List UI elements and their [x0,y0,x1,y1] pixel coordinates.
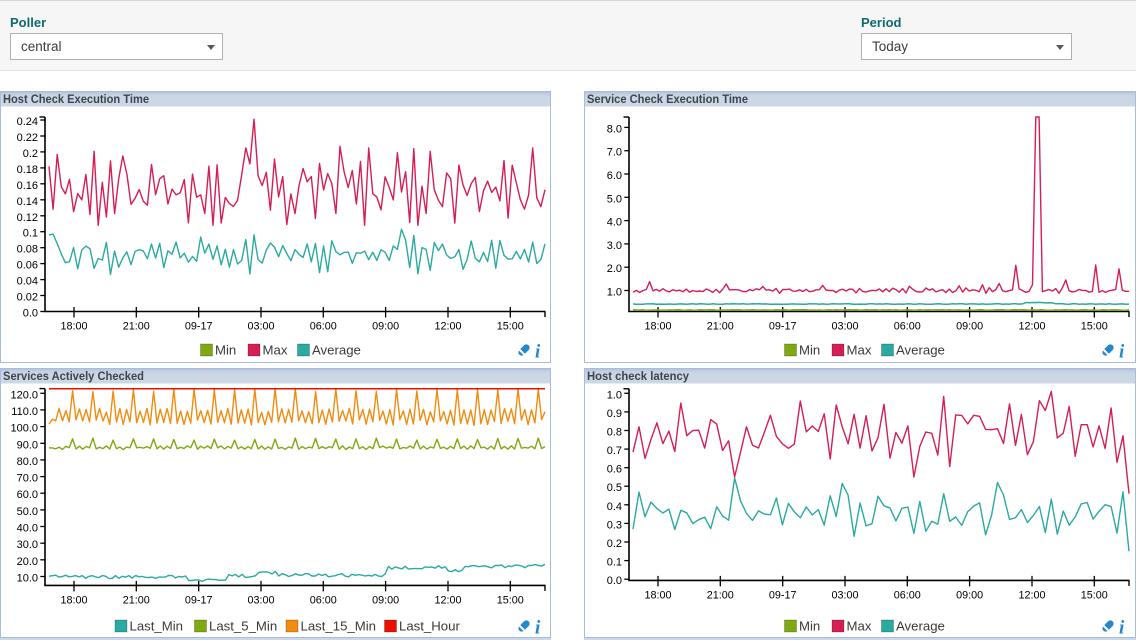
svg-text:0.06: 0.06 [17,260,38,272]
svg-text:0.0: 0.0 [607,575,622,587]
svg-text:60.0: 60.0 [17,489,38,501]
svg-text:15:00: 15:00 [497,321,524,333]
svg-text:06:00: 06:00 [310,594,337,606]
svg-text:Last_5_Min: Last_5_Min [209,619,277,634]
svg-text:Average: Average [896,619,945,634]
svg-text:03:00: 03:00 [831,321,858,333]
svg-text:18:00: 18:00 [60,321,87,333]
svg-text:09-17: 09-17 [185,321,213,333]
svg-text:0.14: 0.14 [17,196,38,208]
svg-text:90.0: 90.0 [17,439,38,451]
svg-text:12:00: 12:00 [434,321,461,333]
svg-text:15:00: 15:00 [497,594,524,606]
svg-text:i: i [535,342,541,363]
svg-text:0.9: 0.9 [607,408,622,420]
svg-text:0.02: 0.02 [17,292,38,304]
svg-text:Max: Max [847,619,872,634]
svg-text:Last_Hour: Last_Hour [399,619,460,634]
svg-text:0.4: 0.4 [607,501,622,513]
svg-text:0.08: 0.08 [17,244,38,256]
svg-text:Services Actively Checked: Services Actively Checked [3,369,144,383]
svg-text:0.2: 0.2 [23,148,38,160]
svg-text:0.2: 0.2 [607,538,622,550]
svg-text:18:00: 18:00 [60,594,87,606]
svg-text:20.0: 20.0 [17,556,38,568]
svg-text:0.8: 0.8 [607,427,622,439]
svg-text:03:00: 03:00 [247,321,274,333]
svg-text:09:00: 09:00 [956,321,983,333]
svg-text:Min: Min [215,343,236,358]
svg-text:i: i [1119,618,1125,639]
svg-text:8.0: 8.0 [607,123,622,135]
svg-text:Host check latency: Host check latency [587,369,689,383]
svg-text:06:00: 06:00 [894,321,921,333]
svg-text:0.5: 0.5 [607,482,622,494]
svg-text:15:00: 15:00 [1081,589,1108,601]
svg-text:Last_15_Min: Last_15_Min [301,619,377,634]
svg-text:21:00: 21:00 [123,594,150,606]
svg-text:12:00: 12:00 [1018,321,1045,333]
svg-text:Average: Average [896,343,945,358]
svg-text:Last_Min: Last_Min [130,619,184,634]
svg-text:0.04: 0.04 [17,276,38,288]
svg-text:06:00: 06:00 [894,589,921,601]
svg-text:1.0: 1.0 [607,287,622,299]
svg-text:1.0: 1.0 [607,389,622,401]
svg-text:Host Check Execution Time: Host Check Execution Time [3,92,149,106]
svg-text:0.1: 0.1 [23,228,38,240]
svg-text:Max: Max [847,343,872,358]
svg-text:0.1: 0.1 [607,557,622,569]
svg-text:0.0: 0.0 [23,308,38,320]
svg-text:09:00: 09:00 [372,321,399,333]
svg-text:0.22: 0.22 [17,132,38,144]
svg-text:7.0: 7.0 [607,147,622,159]
svg-text:06:00: 06:00 [310,321,337,333]
svg-text:Service Check Execution Time: Service Check Execution Time [587,92,748,106]
svg-text:Min: Min [799,619,820,634]
svg-text:Max: Max [263,343,288,358]
svg-text:18:00: 18:00 [644,321,671,333]
svg-text:03:00: 03:00 [831,589,858,601]
svg-text:0.24: 0.24 [17,116,38,128]
svg-text:Min: Min [799,343,820,358]
svg-text:12:00: 12:00 [434,594,461,606]
svg-text:50.0: 50.0 [17,506,38,518]
svg-text:3.0: 3.0 [607,240,622,252]
svg-text:0.6: 0.6 [607,464,622,476]
svg-text:21:00: 21:00 [707,321,734,333]
svg-text:21:00: 21:00 [707,589,734,601]
svg-text:0.3: 0.3 [607,519,622,531]
svg-text:0.7: 0.7 [607,445,622,457]
svg-text:120.0: 120.0 [10,389,38,401]
svg-text:i: i [535,618,541,639]
svg-text:Average: Average [312,343,361,358]
svg-text:09:00: 09:00 [956,589,983,601]
svg-text:6.0: 6.0 [607,170,622,182]
svg-text:0.18: 0.18 [17,164,38,176]
svg-text:09-17: 09-17 [769,321,797,333]
svg-text:110.0: 110.0 [11,406,38,418]
svg-text:100.0: 100.0 [10,423,38,435]
svg-text:21:00: 21:00 [123,321,150,333]
svg-text:09-17: 09-17 [185,594,213,606]
svg-text:70.0: 70.0 [17,473,38,485]
svg-text:03:00: 03:00 [247,594,274,606]
svg-text:5.0: 5.0 [607,193,622,205]
svg-text:40.0: 40.0 [17,523,38,535]
svg-text:4.0: 4.0 [607,217,622,229]
svg-text:09:00: 09:00 [372,594,399,606]
svg-text:80.0: 80.0 [17,456,38,468]
svg-text:2.0: 2.0 [607,263,622,275]
svg-text:15:00: 15:00 [1081,321,1108,333]
svg-text:0.12: 0.12 [17,212,38,224]
svg-text:i: i [1119,342,1125,363]
svg-text:10.0: 10.0 [17,573,38,585]
svg-text:30.0: 30.0 [17,539,38,551]
svg-text:12:00: 12:00 [1018,589,1045,601]
svg-text:0.16: 0.16 [17,180,38,192]
svg-text:18:00: 18:00 [644,589,671,601]
svg-text:09-17: 09-17 [769,589,797,601]
